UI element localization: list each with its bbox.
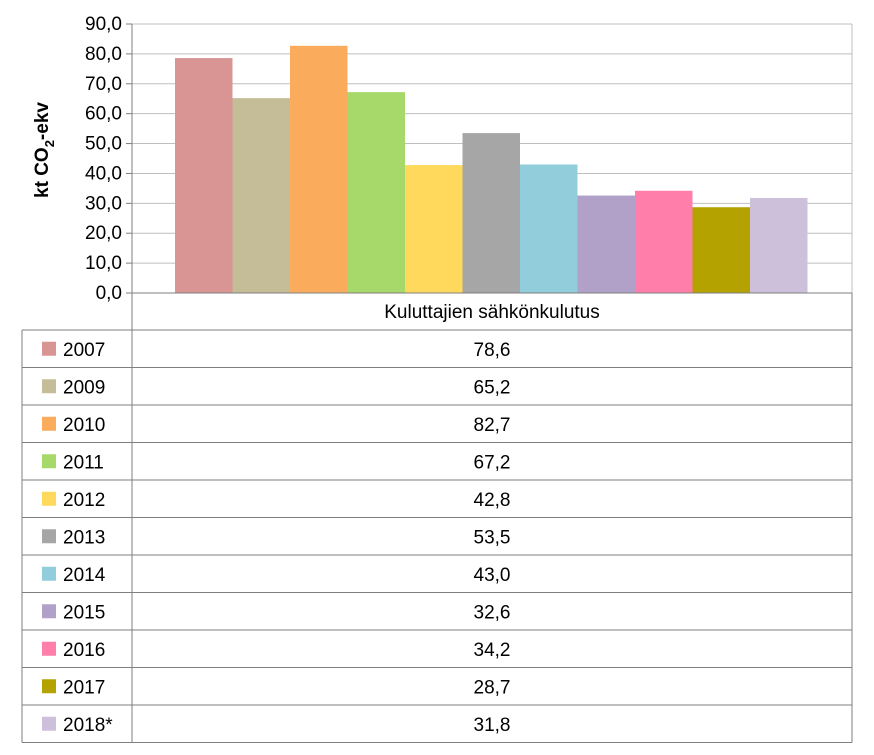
y-tick-label: 0,0 bbox=[96, 283, 122, 304]
bar-2014 bbox=[520, 164, 578, 293]
bars bbox=[175, 45, 808, 293]
legend-swatch bbox=[42, 716, 56, 731]
category-label: Kuluttajien sähkönkulutus bbox=[384, 302, 599, 323]
legend-swatch bbox=[42, 604, 56, 619]
legend-label: 2016 bbox=[63, 640, 105, 661]
y-tick-label: 50,0 bbox=[85, 134, 122, 155]
legend-label: 2018* bbox=[63, 715, 113, 736]
y-axis-label-tail: -ekv bbox=[32, 102, 53, 140]
legend-label: 2015 bbox=[63, 602, 105, 623]
y-tick-label: 70,0 bbox=[85, 74, 122, 95]
y-tick-label: 10,0 bbox=[85, 253, 122, 274]
data-label: 34,2 bbox=[474, 640, 511, 661]
data-label: 28,7 bbox=[474, 677, 511, 698]
data-label: 82,7 bbox=[474, 415, 511, 436]
y-axis-ticks: 0,0 10,0 20,0 30,0 40,0 50,0 60,0 70,0 80,0 90,0 bbox=[85, 14, 133, 304]
legend-label: 2014 bbox=[63, 565, 106, 586]
legend-swatch bbox=[42, 454, 56, 469]
bar-2016 bbox=[635, 190, 693, 293]
data-label: 67,2 bbox=[474, 452, 511, 473]
bar-2015 bbox=[577, 195, 635, 293]
data-label: 65,2 bbox=[474, 377, 511, 398]
legend-swatch bbox=[42, 529, 56, 544]
legend-swatch bbox=[42, 491, 56, 506]
legend-label: 2009 bbox=[63, 377, 105, 398]
data-label: 78,6 bbox=[474, 340, 511, 361]
y-tick-label: 30,0 bbox=[85, 193, 122, 214]
legend-swatch bbox=[42, 416, 56, 431]
y-tick-label: 40,0 bbox=[85, 163, 122, 184]
bar-2018 bbox=[750, 197, 808, 293]
y-tick-label: 20,0 bbox=[85, 223, 122, 244]
y-tick-label: 60,0 bbox=[85, 104, 122, 125]
legend-swatch bbox=[42, 379, 56, 394]
legend-label: 2007 bbox=[63, 340, 105, 361]
y-axis-label-subscript: 2 bbox=[42, 140, 57, 147]
data-label: 43,0 bbox=[474, 565, 511, 586]
data-label: 53,5 bbox=[474, 527, 511, 548]
y-tick-label: 90,0 bbox=[85, 14, 122, 35]
bar-2017 bbox=[692, 207, 750, 293]
y-axis-label: kt CO2-ekv bbox=[32, 102, 57, 198]
legend-label: 2011 bbox=[63, 452, 104, 473]
y-axis-label-main: kt CO bbox=[32, 147, 53, 198]
y-tick-label: 80,0 bbox=[85, 44, 122, 65]
data-label: 42,8 bbox=[474, 490, 511, 511]
legend-label: 2017 bbox=[63, 677, 105, 698]
legend-label: 2013 bbox=[63, 527, 105, 548]
bar-2010 bbox=[290, 45, 348, 293]
bar-2007 bbox=[175, 58, 233, 293]
legend-swatch bbox=[42, 566, 56, 581]
data-label: 31,8 bbox=[474, 715, 511, 736]
bar-2012 bbox=[405, 165, 463, 293]
legend-swatch bbox=[42, 341, 56, 356]
legend-label: 2010 bbox=[63, 415, 105, 436]
bar-2011 bbox=[347, 92, 405, 293]
legend-swatch bbox=[42, 679, 56, 694]
data-table: 2007 78,6 2009 65,2 2010 82,7 2011 67,2 2012 42,8… bbox=[21, 292, 853, 743]
bar-2013 bbox=[462, 133, 520, 293]
legend-label: 2012 bbox=[63, 490, 105, 511]
data-label: 32,6 bbox=[474, 602, 511, 623]
bar-2009 bbox=[232, 98, 290, 293]
legend-swatch bbox=[42, 641, 56, 656]
